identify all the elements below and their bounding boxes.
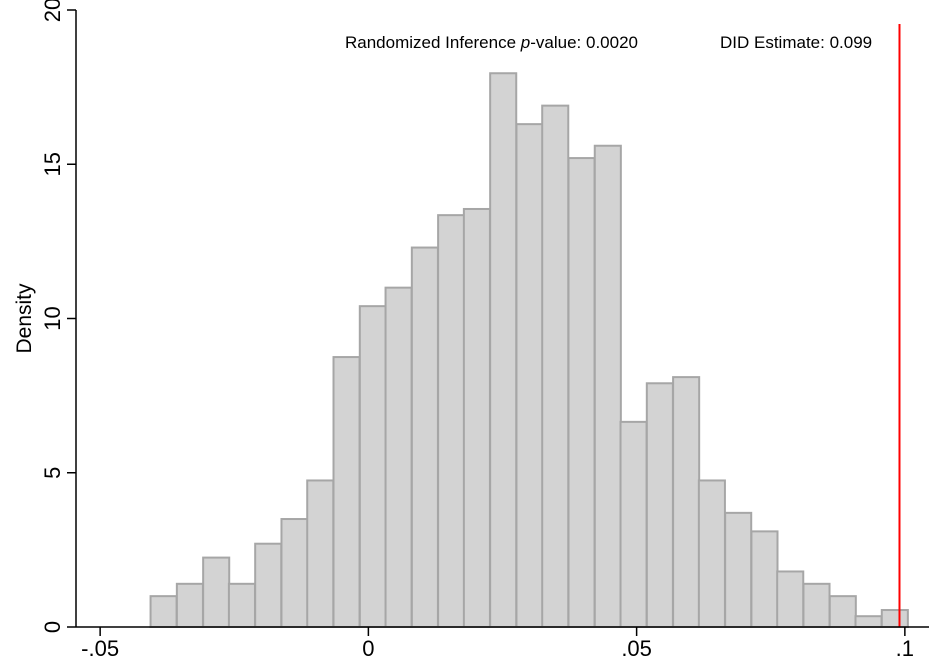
p-italic: p — [520, 33, 530, 52]
y-tick-label: 10 — [40, 306, 65, 330]
p-value-prefix: Randomized Inference — [345, 33, 521, 52]
histogram-bar — [437, 214, 466, 628]
histogram-bar — [880, 609, 909, 629]
x-tick-label: .05 — [621, 636, 652, 661]
histogram-bar — [332, 356, 361, 628]
x-tick-label: 0 — [362, 636, 374, 661]
y-tick-label: 15 — [40, 152, 65, 176]
histogram-bar — [619, 420, 648, 628]
histogram-bar — [724, 511, 753, 628]
histogram-bar — [828, 595, 857, 629]
histogram-bar — [567, 157, 596, 629]
histogram-bar — [645, 382, 674, 628]
histogram-bar — [410, 246, 439, 629]
x-axis-ticks: -.05 0 .05 .1 — [81, 627, 914, 661]
y-axis-title: Density — [13, 283, 36, 354]
histogram-bar — [462, 207, 491, 628]
histogram-bar — [802, 582, 831, 628]
histogram-bar — [227, 582, 256, 628]
did-estimate-annotation: DID Estimate: 0.099 — [720, 33, 872, 52]
histogram-bars — [149, 72, 909, 629]
x-tick-label: .1 — [896, 636, 914, 661]
y-axis-ticks: 0 5 10 15 20 — [40, 0, 76, 633]
histogram-bar — [697, 479, 726, 628]
histogram-bar — [149, 595, 178, 629]
histogram-bar — [515, 123, 544, 628]
histogram-bar — [358, 305, 387, 628]
histogram-bar — [175, 582, 204, 628]
histogram-bar — [306, 479, 335, 628]
histogram-bar — [489, 72, 518, 629]
y-tick-label: 5 — [40, 467, 65, 479]
p-value-suffix: -value: 0.0020 — [530, 33, 638, 52]
p-value-annotation: Randomized Inference p-value: 0.0020 — [345, 33, 638, 52]
y-tick-label: 0 — [40, 621, 65, 633]
y-tick-label: 20 — [40, 0, 65, 22]
histogram-bar — [384, 286, 413, 628]
histogram-bar — [280, 518, 309, 629]
histogram-bar — [254, 542, 283, 629]
histogram-bar — [541, 104, 570, 628]
histogram-bar — [750, 530, 779, 628]
histogram-bar — [776, 570, 805, 628]
histogram-bar — [202, 556, 231, 629]
histogram-bar — [854, 615, 883, 629]
histogram-bar — [593, 144, 622, 629]
x-tick-label: -.05 — [81, 636, 119, 661]
histogram-bar — [672, 376, 701, 628]
